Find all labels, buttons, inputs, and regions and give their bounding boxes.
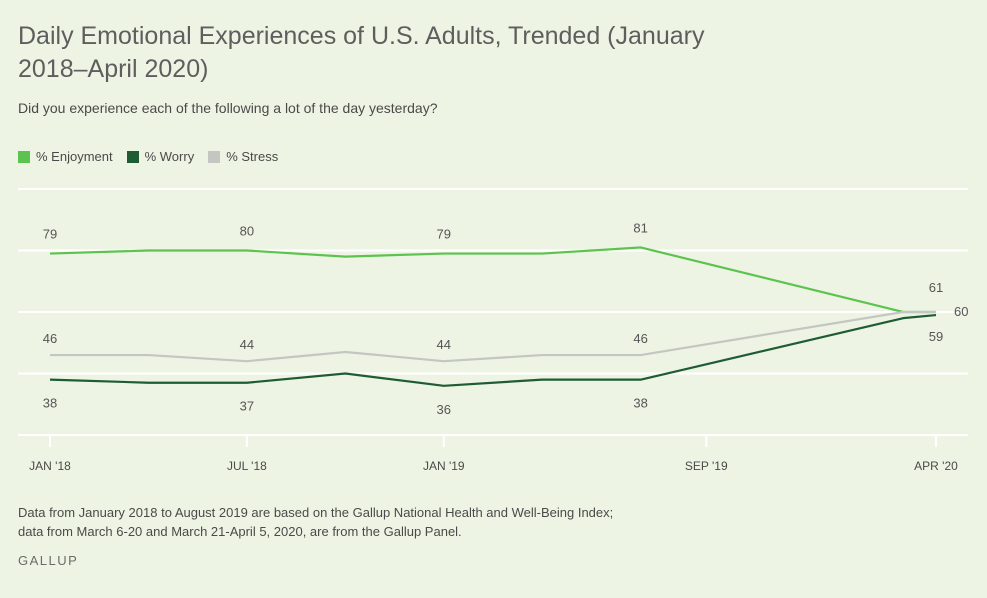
chart-legend: % Enjoyment % Worry % Stress: [18, 149, 278, 164]
data-label: 61: [929, 280, 943, 295]
legend-label-worry: % Worry: [144, 149, 195, 164]
legend-swatch-worry: [126, 150, 139, 163]
legend-label-enjoyment: % Enjoyment: [36, 149, 113, 164]
series-line-enjoyment: [49, 246, 936, 314]
data-label: 80: [240, 224, 254, 239]
legend-swatch-enjoyment: [18, 150, 30, 163]
data-label: 79: [43, 227, 57, 242]
x-tick-label: JUL '18: [227, 459, 267, 473]
data-label: 44: [240, 337, 254, 352]
footnote-line-1: Data from January 2018 to August 2019 ar…: [18, 505, 614, 520]
data-label: 60: [954, 304, 968, 319]
source-brand: GALLUP: [18, 553, 79, 568]
x-tick-label: JAN '19: [423, 459, 465, 473]
footnote: Data from January 2018 to August 2019 ar…: [18, 503, 613, 541]
legend-label-stress: % Stress: [226, 149, 279, 164]
x-tick-label: APR '20: [914, 459, 958, 473]
footnote-line-2: data from March 6-20 and March 21-April …: [18, 524, 462, 539]
data-label: 79: [437, 227, 451, 242]
legend-item-worry: % Worry: [126, 149, 195, 164]
data-label: 38: [43, 396, 57, 411]
data-label: 38: [633, 396, 647, 411]
data-label: 46: [43, 331, 57, 346]
data-label: 81: [633, 220, 647, 235]
x-tick-label: SEP '19: [685, 459, 728, 473]
data-label: 37: [240, 399, 254, 414]
data-label: 46: [633, 331, 647, 346]
x-tick-label: JAN '18: [29, 459, 71, 473]
legend-item-stress: % Stress: [208, 149, 278, 164]
legend-swatch-stress: [208, 150, 221, 163]
data-label: 59: [929, 329, 943, 344]
chart-subtitle: Did you experience each of the following…: [18, 100, 438, 116]
legend-item-enjoyment: % Enjoyment: [18, 149, 113, 164]
chart-title: Daily Emotional Experiences of U.S. Adul…: [18, 22, 705, 83]
series-line-worry: [49, 313, 937, 387]
series-line-stress: [50, 310, 936, 363]
data-label: 44: [437, 337, 451, 352]
data-label: 36: [437, 402, 451, 417]
